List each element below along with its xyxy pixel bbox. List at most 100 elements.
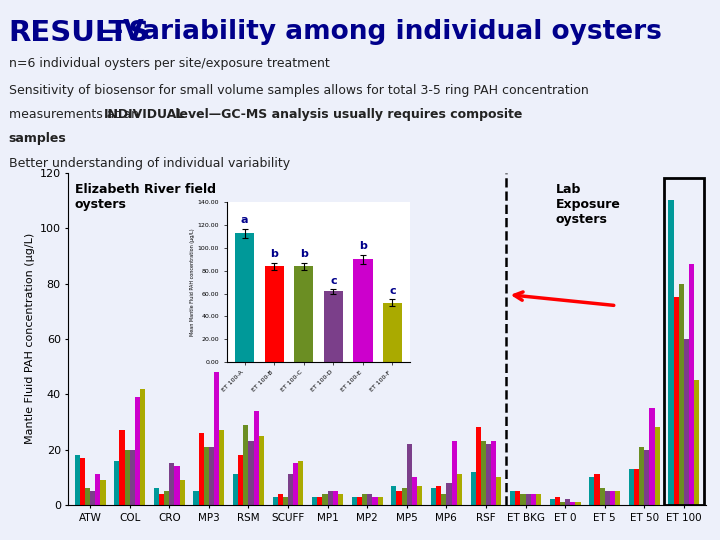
Text: b: b [359,241,367,252]
Bar [164,491,169,505]
Bar [575,502,580,505]
Bar [243,424,248,505]
Bar [174,466,179,505]
Bar [362,494,367,505]
Bar [80,458,85,505]
Bar [496,477,501,505]
Bar [589,477,595,505]
Bar [209,447,214,505]
Bar [288,475,293,505]
Bar [491,441,496,505]
Bar [294,266,313,362]
Bar [531,494,536,505]
Bar [456,475,462,505]
Bar [75,455,80,505]
Bar [265,266,284,362]
Text: samples: samples [9,132,66,145]
Text: INDIVIDUAL: INDIVIDUAL [104,108,185,121]
Bar [238,455,243,505]
Bar [357,497,362,505]
Bar [644,449,649,505]
Bar [293,463,298,505]
Y-axis label: Mantle Fluid PAH concentration (µg/L): Mantle Fluid PAH concentration (µg/L) [25,233,35,444]
Bar [125,449,130,505]
Bar [159,494,164,505]
Bar [565,500,570,505]
Bar [673,298,679,505]
Text: Lab
Exposure
oysters: Lab Exposure oysters [556,183,621,226]
Y-axis label: Mean Mantle Fluid PAH concentration (µg/L): Mean Mantle Fluid PAH concentration (µg/… [190,228,195,336]
Bar [372,497,377,505]
Bar [664,178,703,505]
Text: c: c [330,275,337,286]
Bar [235,233,254,362]
Bar [90,491,95,505]
Bar [615,491,620,505]
Text: b: b [270,249,278,259]
Text: —Variability among individual oysters: —Variability among individual oysters [97,19,662,45]
Bar [431,488,436,505]
Bar [199,433,204,505]
Bar [481,441,486,505]
Bar [194,491,199,505]
Bar [392,485,397,505]
Bar [140,389,145,505]
Bar [536,494,541,505]
Bar [451,441,456,505]
Bar [516,491,521,505]
Bar [278,494,283,505]
Bar [654,428,660,505]
Bar [441,494,446,505]
Bar [446,483,451,505]
Bar [120,430,125,505]
Bar [610,491,615,505]
Text: level—GC-MS analysis usually requires composite: level—GC-MS analysis usually requires co… [171,108,522,121]
Text: n=6 individual oysters per site/exposure treatment: n=6 individual oysters per site/exposure… [9,57,329,70]
Bar [486,444,491,505]
Bar [605,491,610,505]
Bar [560,502,565,505]
Bar [689,264,694,505]
Bar [600,488,605,505]
Bar [549,500,555,505]
Text: Elizabeth River field
oysters: Elizabeth River field oysters [75,183,216,211]
Bar [476,428,481,505]
Bar [412,477,417,505]
Bar [324,291,343,362]
Bar [219,430,225,505]
Bar [684,339,689,505]
Bar [354,259,372,362]
Bar [377,497,382,505]
Bar [323,494,328,505]
Bar [570,502,575,505]
Bar [101,480,106,505]
Text: Better understanding of individual variability: Better understanding of individual varia… [9,157,289,170]
Bar [417,485,422,505]
Bar [233,475,238,505]
Bar [521,494,526,505]
Bar [629,469,634,505]
Bar [383,302,402,362]
Bar [555,497,560,505]
Text: b: b [300,249,307,259]
Bar [95,475,101,505]
Bar [639,447,644,505]
Bar [694,380,699,505]
Bar [114,461,120,505]
Bar [407,444,412,505]
Bar [679,284,684,505]
Bar [169,463,174,505]
Bar [248,441,253,505]
Bar [668,200,673,505]
Bar [470,472,476,505]
Bar [253,411,258,505]
Bar [397,491,402,505]
Bar [204,447,209,505]
Bar [333,491,338,505]
Bar [135,397,140,505]
Bar [154,488,159,505]
Bar [312,497,318,505]
Bar [367,494,372,505]
Bar [526,494,531,505]
Bar [258,436,264,505]
